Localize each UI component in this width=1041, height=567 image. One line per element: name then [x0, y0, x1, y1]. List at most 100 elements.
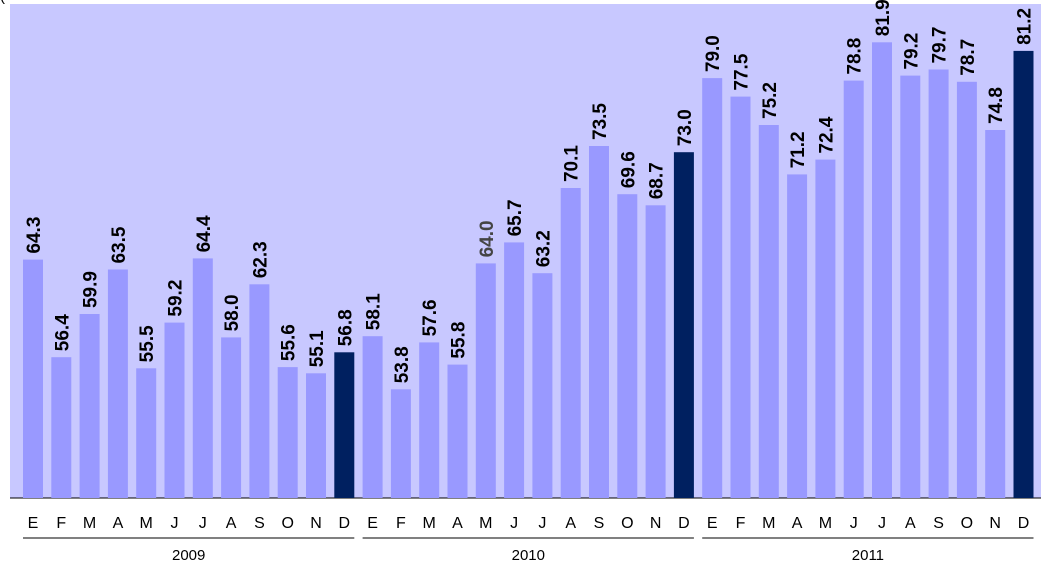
value-label-2009-8: 58.0 — [222, 294, 243, 331]
year-label-2011: 2011 — [852, 547, 884, 564]
value-label-2011-10: 78.7 — [958, 39, 979, 76]
value-label-2009-10: 55.6 — [279, 324, 300, 361]
bar-2010-4 — [447, 364, 468, 498]
value-label-2009-2: 56.4 — [52, 314, 73, 351]
bar-2011-7 — [872, 42, 892, 499]
value-label-2010-12: 73.0 — [675, 109, 696, 146]
value-label-2011-9: 79.7 — [930, 27, 951, 64]
value-label-2009-11: 55.1 — [307, 330, 328, 367]
bar-2010-11 — [645, 205, 666, 499]
bar-2010-5 — [475, 263, 496, 498]
x-tick-2009-7: J — [199, 515, 207, 532]
x-tick-2010-5: M — [479, 515, 492, 532]
bar-2009-9 — [249, 284, 270, 498]
x-tick-2009-3: M — [83, 515, 96, 532]
x-tick-2011-10: O — [961, 515, 973, 532]
x-tick-2011-1: E — [707, 515, 718, 532]
value-label-2010-5: 64.0 — [477, 220, 498, 257]
x-tick-2010-12: D — [678, 515, 690, 532]
value-label-2011-5: 72.4 — [816, 116, 837, 153]
bar-2011-4 — [787, 174, 808, 498]
value-label-2011-3: 75.2 — [760, 82, 781, 119]
top-label: ( — [0, 0, 5, 5]
x-tick-2010-8: A — [565, 515, 576, 532]
bar-2011-12 — [1013, 50, 1034, 499]
value-label-2011-4: 71.2 — [788, 131, 809, 168]
x-tick-2009-4: A — [113, 515, 124, 532]
x-tick-2009-9: S — [254, 515, 265, 532]
x-tick-2010-7: J — [538, 515, 546, 532]
x-tick-2011-7: J — [878, 515, 886, 532]
bar-2009-10 — [277, 367, 298, 498]
value-label-2009-7: 64.4 — [194, 215, 215, 252]
x-tick-2009-8: A — [226, 515, 237, 532]
value-label-2010-10: 69.6 — [618, 151, 639, 188]
year-label-2009: 2009 — [172, 547, 205, 564]
bar-2011-8 — [900, 75, 921, 498]
x-tick-2009-12: D — [339, 515, 351, 532]
value-label-2011-1: 79.0 — [703, 35, 724, 72]
x-tick-2010-10: O — [621, 515, 633, 532]
value-label-2010-6: 65.7 — [505, 199, 526, 236]
value-label-2010-3: 57.6 — [420, 299, 441, 336]
value-label-2011-6: 78.8 — [845, 38, 866, 75]
value-label-2011-7: 81.9 — [873, 0, 894, 36]
bar-2009-8 — [221, 337, 242, 498]
x-tick-2009-2: F — [56, 515, 66, 532]
value-label-2010-9: 73.5 — [590, 103, 611, 140]
x-tick-2009-6: J — [171, 515, 179, 532]
bar-2009-7 — [192, 258, 213, 498]
bar-2009-6 — [164, 322, 185, 498]
value-label-2010-8: 70.1 — [562, 145, 583, 182]
x-tick-2011-6: J — [850, 515, 858, 532]
x-tick-2009-1: E — [28, 515, 39, 532]
bar-2011-9 — [928, 69, 949, 498]
x-tick-2011-3: M — [762, 515, 775, 532]
bar-2010-12 — [673, 152, 694, 498]
x-tick-2011-5: M — [819, 515, 832, 532]
value-label-2011-12: 81.2 — [1015, 8, 1036, 45]
value-label-2011-11: 74.8 — [986, 87, 1007, 124]
bar-2011-6 — [843, 80, 864, 498]
year-labels-layer: 2009 2010 2011 — [23, 537, 1034, 564]
x-tick-2010-3: M — [423, 515, 436, 532]
value-label-2009-4: 63.5 — [109, 226, 130, 263]
x-tick-2010-2: F — [396, 515, 406, 532]
value-labels-layer: 64.3 56.4 59.9 63.5 55.5 59.2 64.4 58.0 62.3 55.6… — [24, 0, 1036, 383]
value-label-2009-3: 59.9 — [81, 271, 102, 308]
bar-2009-4 — [107, 269, 128, 498]
bar-2011-3 — [758, 125, 779, 498]
bar-2011-2 — [730, 96, 751, 498]
bar-2009-1 — [23, 259, 43, 498]
x-tick-2010-4: A — [452, 515, 463, 532]
value-label-2011-2: 77.5 — [732, 53, 753, 90]
x-tick-2011-4: A — [792, 515, 803, 532]
x-tick-2009-11: N — [310, 515, 322, 532]
bar-2010-10 — [617, 194, 638, 498]
bar-2009-3 — [79, 314, 100, 498]
value-label-2009-6: 59.2 — [166, 280, 187, 317]
bars-layer — [23, 42, 1034, 499]
bar-2009-5 — [136, 368, 157, 498]
x-tick-2011-12: D — [1018, 515, 1030, 532]
x-tick-2011-2: F — [736, 515, 746, 532]
x-tick-2010-11: N — [650, 515, 662, 532]
bar-2011-11 — [985, 130, 1006, 498]
x-tick-2010-1: E — [367, 515, 378, 532]
bar-2009-11 — [306, 373, 326, 498]
bar-2011-10 — [956, 81, 977, 499]
x-tick-2011-11: N — [989, 515, 1001, 532]
value-label-2010-11: 68.7 — [647, 162, 668, 199]
x-tick-2010-9: S — [594, 515, 605, 532]
bar-2010-7 — [532, 273, 553, 498]
x-tick-2010-6: J — [510, 515, 518, 532]
value-label-2010-4: 55.8 — [449, 322, 470, 359]
bar-2010-2 — [390, 389, 411, 498]
bar-2009-12 — [334, 352, 355, 498]
x-tick-2011-8: A — [905, 515, 916, 532]
bar-2010-1 — [362, 336, 383, 498]
year-label-2010: 2010 — [512, 547, 545, 564]
bar-2011-5 — [815, 159, 836, 498]
